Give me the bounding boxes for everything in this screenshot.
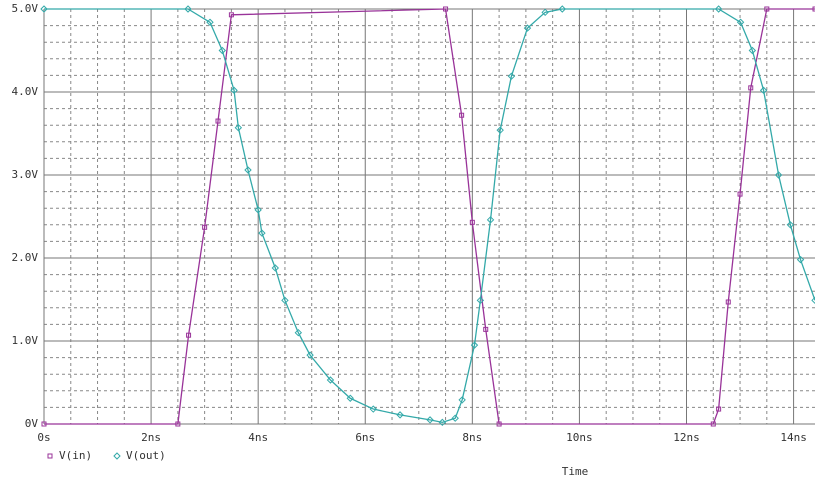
y-tick-label: 3.0V bbox=[12, 168, 39, 181]
marker bbox=[737, 191, 743, 197]
marker bbox=[483, 326, 489, 332]
marker bbox=[184, 5, 192, 13]
legend-marker bbox=[47, 453, 53, 459]
marker bbox=[218, 46, 227, 55]
marker bbox=[523, 24, 532, 32]
marker bbox=[258, 229, 266, 237]
marker bbox=[496, 421, 502, 427]
marker bbox=[507, 72, 516, 80]
x-tick-label: 12ns bbox=[673, 431, 700, 444]
x-tick-label: 14ns bbox=[780, 431, 807, 444]
marker bbox=[175, 421, 181, 427]
marker bbox=[228, 12, 234, 18]
y-tick-label: 5.0V bbox=[12, 2, 39, 15]
marker bbox=[451, 414, 459, 422]
x-axis-label: Time bbox=[562, 465, 589, 478]
marker bbox=[558, 5, 566, 13]
marker bbox=[271, 264, 280, 272]
y-tick-label: 4.0V bbox=[12, 85, 39, 98]
marker bbox=[202, 224, 208, 230]
marker bbox=[796, 255, 805, 264]
marker bbox=[459, 112, 465, 118]
series-line bbox=[44, 8, 815, 424]
marker bbox=[41, 421, 47, 427]
x-tick-label: 4ns bbox=[248, 431, 268, 444]
marker bbox=[306, 351, 314, 359]
legend-marker bbox=[113, 452, 121, 460]
marker bbox=[736, 18, 745, 26]
marker bbox=[748, 46, 757, 55]
x-tick-label: 8ns bbox=[462, 431, 482, 444]
marker bbox=[326, 376, 335, 384]
marker bbox=[541, 8, 549, 17]
marker bbox=[764, 6, 770, 12]
marker bbox=[215, 118, 221, 124]
y-tick-label: 2.0V bbox=[12, 251, 39, 264]
marker bbox=[811, 296, 815, 305]
legend-label: V(out) bbox=[126, 449, 166, 462]
x-tick-label: 6ns bbox=[355, 431, 375, 444]
marker bbox=[725, 299, 731, 305]
marker bbox=[486, 216, 495, 224]
x-tick-label: 2ns bbox=[141, 431, 161, 444]
marker bbox=[786, 221, 795, 229]
marker bbox=[710, 421, 716, 427]
marker bbox=[443, 6, 449, 12]
marker bbox=[469, 219, 475, 225]
series-line bbox=[44, 8, 815, 425]
marker bbox=[396, 411, 404, 419]
marker bbox=[369, 405, 377, 413]
y-tick-label: 1.0V bbox=[12, 334, 39, 347]
marker bbox=[230, 86, 238, 95]
marker bbox=[294, 328, 303, 337]
y-tick-label: 0V bbox=[25, 417, 39, 430]
marker bbox=[234, 123, 243, 132]
marker bbox=[244, 166, 252, 174]
marker bbox=[812, 6, 815, 12]
x-tick-label: 10ns bbox=[566, 431, 593, 444]
marker bbox=[438, 418, 447, 427]
marker bbox=[774, 171, 783, 179]
marker bbox=[496, 126, 504, 134]
marker bbox=[346, 394, 354, 402]
marker bbox=[748, 85, 754, 91]
marker bbox=[458, 396, 466, 404]
marker bbox=[714, 5, 723, 13]
marker bbox=[759, 86, 768, 95]
marker bbox=[476, 296, 485, 305]
marker bbox=[186, 332, 192, 338]
marker bbox=[716, 406, 722, 412]
marker bbox=[254, 206, 262, 214]
marker bbox=[426, 416, 434, 424]
marker bbox=[470, 341, 479, 349]
marker bbox=[281, 296, 289, 305]
marker bbox=[40, 5, 48, 13]
legend-label: V(in) bbox=[59, 449, 92, 462]
marker bbox=[206, 18, 214, 26]
x-tick-label: 0s bbox=[37, 431, 50, 444]
